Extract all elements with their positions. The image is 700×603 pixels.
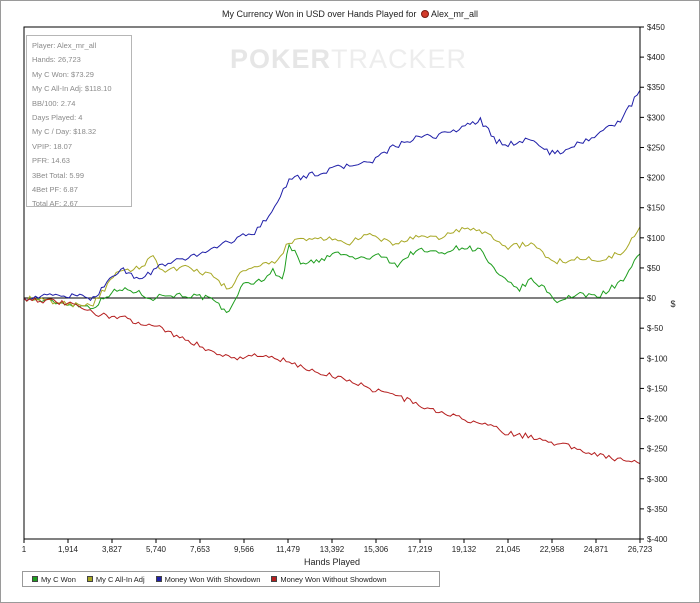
y-tick-label: $-300 <box>647 475 668 484</box>
y-tick-label: $400 <box>647 53 665 62</box>
stat-line: VPIP: 18.07 <box>32 141 73 151</box>
legend-item: My C All-In Adj <box>86 574 145 584</box>
legend-swatch <box>155 576 162 582</box>
legend-label: My C All-In Adj <box>95 574 145 584</box>
stat-line: BB/100: 2.74 <box>32 98 76 108</box>
x-tick-label: 22,958 <box>540 545 565 554</box>
chart-title-text: My Currency Won in USD over Hands Played… <box>222 9 417 19</box>
x-tick-label: 17,219 <box>408 545 433 554</box>
y-tick-label: $-200 <box>647 415 668 424</box>
y-tick-label: $150 <box>647 204 665 213</box>
stat-line: Days Played: 4 <box>32 113 83 123</box>
y-tick-label: $100 <box>647 234 665 243</box>
x-axis-label: Hands Played <box>304 557 360 567</box>
x-tick-label: 15,306 <box>364 545 389 554</box>
series-line-with-showdown <box>23 89 641 302</box>
pokertracker-watermark: POKERTRACKER <box>230 44 468 74</box>
x-tick-label: 11,479 <box>276 545 300 554</box>
x-tick-label: 21,045 <box>496 545 521 554</box>
legend-item: Money Won Without Showdown <box>271 574 387 584</box>
y-tick-label: $-350 <box>647 505 668 514</box>
legend-swatch <box>86 576 93 582</box>
legend-swatch <box>32 576 38 582</box>
y-tick-label: $-50 <box>647 324 664 333</box>
poker-chip-icon <box>420 10 429 18</box>
stat-line: My C / Day: $18.32 <box>32 127 97 137</box>
y-tick-label: $-250 <box>647 445 668 454</box>
y-tick-label: $450 <box>647 23 665 32</box>
stat-line: My C Won: $73.29 <box>32 69 94 79</box>
stat-line: My C All-In Adj: $118.10 <box>32 84 112 94</box>
stat-line: 3Bet Total: 5.99 <box>32 170 84 180</box>
y-tick-label: $350 <box>647 83 665 92</box>
stat-line: Player: Alex_mr_all <box>32 41 97 50</box>
legend-item: My C Won <box>32 575 76 584</box>
y-tick-label: $0 <box>647 294 656 303</box>
x-tick-label: 7,653 <box>190 545 211 554</box>
x-tick-label: 13,392 <box>320 545 345 554</box>
legend-label: My C Won <box>41 574 76 584</box>
chart-title-player: Alex_mr_all <box>430 9 478 19</box>
legend-item: Money Won With Showdown <box>155 574 261 584</box>
series-line-my-c-won <box>23 243 641 314</box>
legend-swatch <box>271 576 278 582</box>
y-tick-label: $-400 <box>647 535 668 544</box>
legend-label: Money Won Without Showdown <box>280 574 387 584</box>
x-tick-label: 9,566 <box>234 545 255 554</box>
x-tick-label: 1 <box>22 545 27 554</box>
x-tick-label: 5,740 <box>146 545 167 554</box>
y-tick-label: $250 <box>647 143 665 152</box>
y-tick-label: $200 <box>647 174 665 183</box>
stat-line: Total AF: 2.67 <box>32 199 78 209</box>
stat-line: Hands: 26,723 <box>32 55 81 65</box>
y-tick-label: $50 <box>647 264 661 273</box>
chart-legend: My C Won My C All-In Adj Money Won With Sh… <box>22 571 440 587</box>
y-axis-label: $ <box>670 299 675 309</box>
chart-title: My Currency Won in USD over Hands Played… <box>0 9 700 19</box>
x-tick-label: 19,132 <box>452 545 477 554</box>
x-tick-label: 1,914 <box>58 545 79 554</box>
series-line-without-showdown <box>23 297 641 465</box>
stat-line: PFR: 14.63 <box>32 156 70 166</box>
y-tick-label: $-150 <box>647 384 668 393</box>
stats-info-box: Player: Alex_mr_all Hands: 26,723 My C Won… <box>26 35 132 208</box>
x-tick-label: 3,827 <box>102 545 123 554</box>
x-tick-label: 26,723 <box>628 545 653 554</box>
x-tick-label: 24,871 <box>584 545 609 554</box>
stat-line: 4Bet PF: 6.87 <box>32 185 78 195</box>
y-tick-label: $-100 <box>647 354 668 363</box>
y-tick-label: $300 <box>647 113 665 122</box>
series-line-all-in-adj <box>23 226 641 308</box>
legend-label: Money Won With Showdown <box>164 574 261 584</box>
